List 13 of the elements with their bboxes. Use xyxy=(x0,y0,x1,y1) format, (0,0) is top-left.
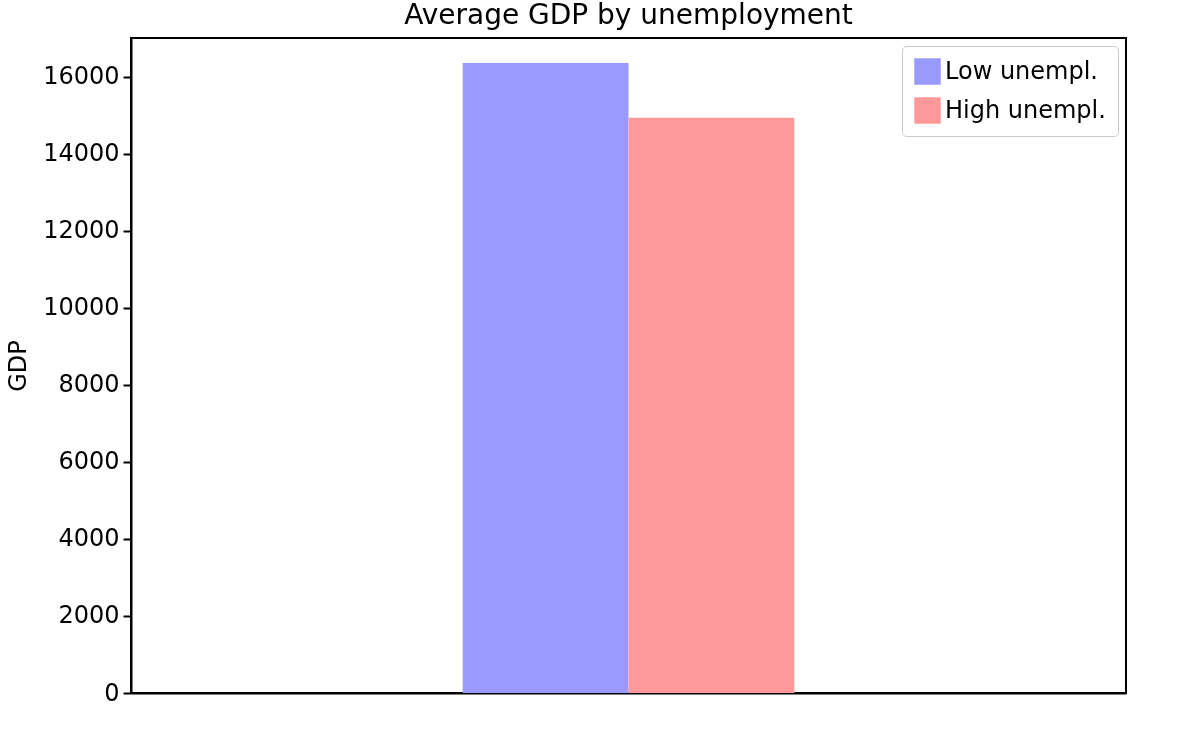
y-tick-label: 14000 xyxy=(43,139,120,168)
y-tick-label: 2000 xyxy=(58,601,120,630)
legend-label: High unempl. xyxy=(945,95,1106,124)
y-tick-label: 8000 xyxy=(58,370,120,399)
y-tick-label: 0 xyxy=(104,678,120,707)
y-tick-label: 10000 xyxy=(43,293,120,322)
y-tick-label: 4000 xyxy=(58,524,120,553)
y-axis-title: GDP xyxy=(4,340,33,392)
y-tick-label: 6000 xyxy=(58,447,120,476)
legend-label: Low unempl. xyxy=(945,56,1098,85)
y-tick-label: 12000 xyxy=(43,216,120,245)
y-tick-label: 16000 xyxy=(43,62,120,91)
chart-title: Average GDP by unemployment xyxy=(404,0,853,31)
